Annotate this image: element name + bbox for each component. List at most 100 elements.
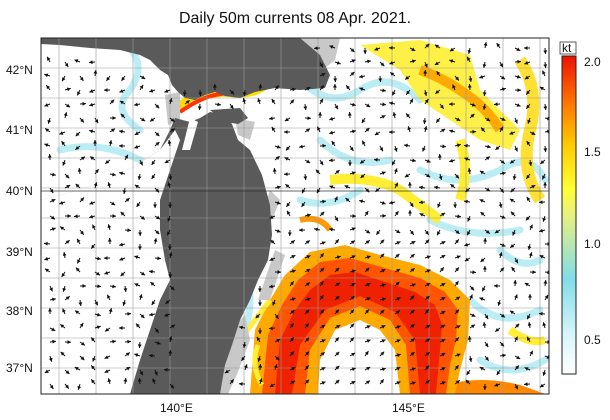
current-arrow	[285, 183, 291, 189]
current-arrow	[121, 75, 126, 82]
current-arrow	[274, 355, 280, 361]
current-arrow	[94, 117, 99, 124]
current-arrow	[391, 159, 396, 166]
current-arrow	[120, 271, 126, 277]
current-arrow	[498, 201, 503, 208]
current-arrow	[289, 99, 295, 105]
current-arrow	[314, 227, 321, 232]
current-arrow	[349, 71, 355, 77]
current-arrow	[525, 215, 531, 221]
current-arrow	[349, 240, 356, 245]
current-arrow	[379, 351, 385, 357]
current-arrow	[164, 313, 171, 317]
current-arrow	[319, 324, 326, 329]
current-arrow	[469, 285, 475, 291]
current-arrow	[94, 325, 101, 330]
current-arrow	[289, 322, 295, 329]
current-arrow	[49, 198, 56, 203]
current-arrow	[439, 352, 446, 357]
latitude-labels: 42°N 41°N 40°N 39°N 38°N 37°N	[6, 63, 33, 375]
current-arrow	[454, 214, 462, 219]
current-arrow	[319, 211, 325, 217]
current-arrow	[319, 339, 326, 343]
current-arrow	[136, 201, 141, 208]
current-arrow	[107, 378, 112, 385]
current-arrow	[450, 183, 456, 189]
current-arrow	[271, 98, 276, 105]
current-arrow	[94, 168, 99, 175]
current-arrow	[345, 85, 351, 91]
current-arrow	[304, 323, 310, 329]
current-arrow	[379, 283, 386, 288]
current-arrow	[543, 279, 548, 287]
current-arrow	[331, 140, 336, 147]
current-arrow	[435, 117, 441, 123]
current-arrow	[479, 74, 486, 79]
current-arrow	[224, 369, 231, 374]
current-arrow	[375, 229, 381, 236]
current-arrow	[94, 284, 102, 289]
current-arrow	[510, 187, 516, 193]
current-arrow	[424, 173, 431, 178]
current-arrow	[238, 382, 246, 386]
current-arrow	[379, 379, 385, 385]
current-arrow	[409, 47, 416, 52]
current-arrow	[289, 366, 296, 371]
current-arrow	[499, 126, 504, 133]
current-arrow	[394, 268, 401, 273]
current-arrow	[184, 99, 191, 105]
current-arrow	[394, 353, 401, 358]
map-frame	[40, 37, 550, 395]
current-arrow	[499, 341, 505, 347]
current-arrow	[94, 256, 101, 261]
current-arrow	[319, 252, 325, 259]
current-arrow	[514, 336, 518, 343]
current-arrow	[169, 324, 176, 329]
current-arrow	[79, 156, 86, 161]
current-arrow	[404, 143, 411, 148]
current-arrow	[120, 211, 126, 217]
current-arrow	[439, 338, 446, 343]
current-arrow	[434, 61, 441, 66]
current-arrow	[334, 337, 340, 343]
current-arrow	[124, 352, 131, 357]
current-arrow	[118, 144, 126, 148]
current-arrow	[104, 327, 111, 332]
current-arrow	[468, 355, 473, 362]
current-arrow	[523, 382, 531, 387]
current-arrow	[73, 214, 81, 219]
current-arrow	[134, 283, 141, 287]
current-arrow	[449, 158, 456, 163]
colorbar-tick-2-0: 2.0	[584, 55, 601, 69]
current-arrow	[103, 256, 111, 260]
current-arrow	[494, 383, 501, 387]
current-arrow	[49, 227, 56, 232]
current-arrow	[509, 198, 516, 203]
current-arrow	[212, 83, 217, 91]
current-arrow	[542, 369, 547, 376]
current-arrow	[289, 87, 296, 92]
current-arrow	[137, 377, 142, 385]
current-arrow	[256, 336, 261, 343]
current-arrow	[59, 323, 66, 329]
current-arrow	[329, 227, 336, 232]
current-arrow	[319, 241, 326, 245]
current-arrow	[424, 61, 428, 68]
current-arrow	[138, 294, 143, 301]
current-arrow	[139, 215, 146, 220]
current-arrow	[364, 127, 370, 133]
current-arrow	[424, 159, 431, 163]
current-arrow	[319, 199, 327, 204]
current-arrow	[109, 201, 116, 206]
current-arrow	[139, 313, 145, 319]
current-arrow	[463, 199, 471, 204]
current-arrow	[123, 377, 128, 385]
current-arrow	[408, 209, 412, 217]
current-arrow	[270, 239, 276, 245]
current-arrow	[424, 365, 430, 371]
current-arrow	[409, 309, 415, 315]
current-arrow	[349, 295, 355, 301]
current-arrow	[361, 117, 366, 124]
current-arrow	[407, 181, 412, 189]
